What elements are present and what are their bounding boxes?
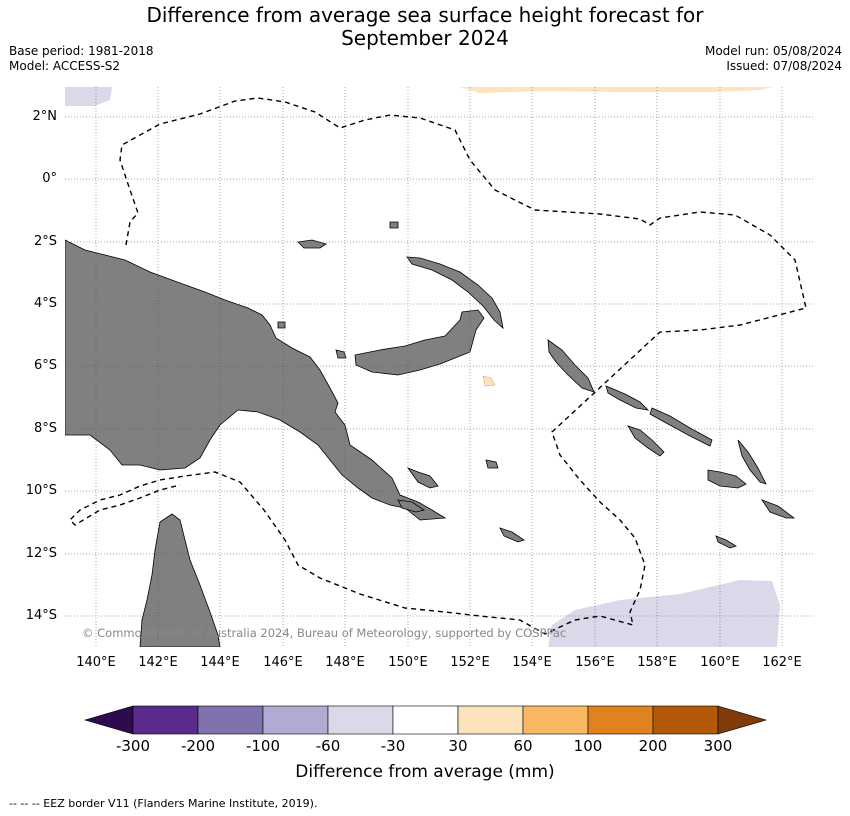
gridlines xyxy=(65,87,813,647)
land-cape-york xyxy=(139,513,221,647)
land-new-ireland xyxy=(406,256,504,330)
lat-label-6s: 6°S xyxy=(33,358,57,373)
lat-label-4s: 4°S xyxy=(33,296,57,311)
colorbar-tick: 200 xyxy=(638,737,668,755)
land-rossel xyxy=(499,527,525,543)
lat-label-2n: 2°N xyxy=(32,109,58,124)
colorbar-tick: 30 xyxy=(448,737,468,755)
colorbar-tick: 300 xyxy=(703,737,733,755)
lon-label-150e: 150°E xyxy=(388,655,428,670)
lat-label-14s: 14°S xyxy=(25,608,57,623)
colorbar-bin-6 xyxy=(457,705,524,735)
land-new-britain xyxy=(354,309,485,376)
land-makira xyxy=(760,499,796,519)
land-santa-isabel xyxy=(649,407,713,447)
lon-label-140e: 140°E xyxy=(76,655,116,670)
issued-date: Issued: 07/08/2024 xyxy=(726,59,842,73)
colorbar xyxy=(83,705,768,735)
land-bougainville xyxy=(547,339,595,393)
colorbar-bin-7 xyxy=(522,705,589,735)
land-dentrecasteaux xyxy=(397,499,425,513)
colorbar-title: Difference from average (mm) xyxy=(295,762,555,782)
lon-label-152e: 152°E xyxy=(450,655,490,670)
lat-label-8s: 8°S xyxy=(33,421,57,436)
lon-label-160e: 160°E xyxy=(700,655,740,670)
colorbar-extend-left xyxy=(83,705,134,735)
colorbar-bin-8 xyxy=(587,705,654,735)
land-small-island-5 xyxy=(715,535,737,549)
meta-left: Base period: 1981-2018 Model: ACCESS-S2 xyxy=(9,44,154,74)
colorbar-bin-2 xyxy=(197,705,264,735)
colorbar-tick: -30 xyxy=(380,737,406,755)
land-small-island-3 xyxy=(389,221,399,229)
lon-label-156e: 156°E xyxy=(575,655,615,670)
land-guadalcanal xyxy=(707,469,747,489)
lat-label-10s: 10°S xyxy=(25,483,57,498)
lon-label-162e: 162°E xyxy=(762,655,802,670)
lat-label-0: 0° xyxy=(42,171,57,186)
lon-label-158e: 158°E xyxy=(637,655,677,670)
colorbar-bin-4 xyxy=(327,705,394,735)
lon-label-144e: 144°E xyxy=(200,655,240,670)
map-title: Difference from average sea surface heig… xyxy=(0,4,850,50)
meta-right: Model run: 05/08/2024 Issued: 07/08/2024 xyxy=(705,44,842,74)
colorbar-extend-right xyxy=(717,705,768,735)
colorbar-tick: 60 xyxy=(513,737,533,755)
colorbar-bin-3 xyxy=(262,705,329,735)
map-area xyxy=(65,87,813,647)
colorbar-tick: -200 xyxy=(180,737,216,755)
land-new-guinea xyxy=(65,239,447,521)
colorbar-bin-5 xyxy=(392,705,459,735)
colorbar-tick: -60 xyxy=(315,737,341,755)
copyright-notice: © Commonwealth of Australia 2024, Bureau… xyxy=(82,626,567,640)
land-small-island-2 xyxy=(335,349,347,359)
eez-footnote: -- -- -- EEZ border V11 (Flanders Marine… xyxy=(9,797,318,810)
title-line-2: September 2024 xyxy=(341,26,509,50)
anomaly-negative-area xyxy=(65,87,112,106)
land-malaita xyxy=(737,439,767,485)
colorbar-tick: 100 xyxy=(573,737,603,755)
anomaly-positive-area xyxy=(460,87,772,93)
lon-label-142e: 142°E xyxy=(138,655,178,670)
colorbar-tick: -300 xyxy=(115,737,151,755)
lat-label-12s: 12°S xyxy=(25,546,57,561)
model-name: Model: ACCESS-S2 xyxy=(9,59,121,73)
lon-label-146e: 146°E xyxy=(263,655,303,670)
land-trobriand xyxy=(406,467,439,489)
lat-label-2s: 2°S xyxy=(33,234,57,249)
land-choiseul xyxy=(605,385,650,411)
colorbar-bin-1 xyxy=(132,705,199,735)
model-run: Model run: 05/08/2024 xyxy=(704,44,842,58)
land-manus xyxy=(297,239,327,249)
land-new-georgia xyxy=(627,425,665,457)
lon-label-148e: 148°E xyxy=(325,655,365,670)
colorbar-bin-9 xyxy=(652,705,719,735)
anomaly-negative-area-south xyxy=(548,580,780,647)
land-masses xyxy=(65,221,796,647)
land-small-island-1 xyxy=(277,321,286,329)
title-line-1: Difference from average sea surface heig… xyxy=(146,3,704,27)
anomaly-positive-patch xyxy=(482,375,496,387)
land-small-island-4 xyxy=(485,459,499,469)
base-period: Base period: 1981-2018 xyxy=(9,44,154,58)
lon-label-154e: 154°E xyxy=(512,655,552,670)
colorbar-tick: -100 xyxy=(245,737,281,755)
